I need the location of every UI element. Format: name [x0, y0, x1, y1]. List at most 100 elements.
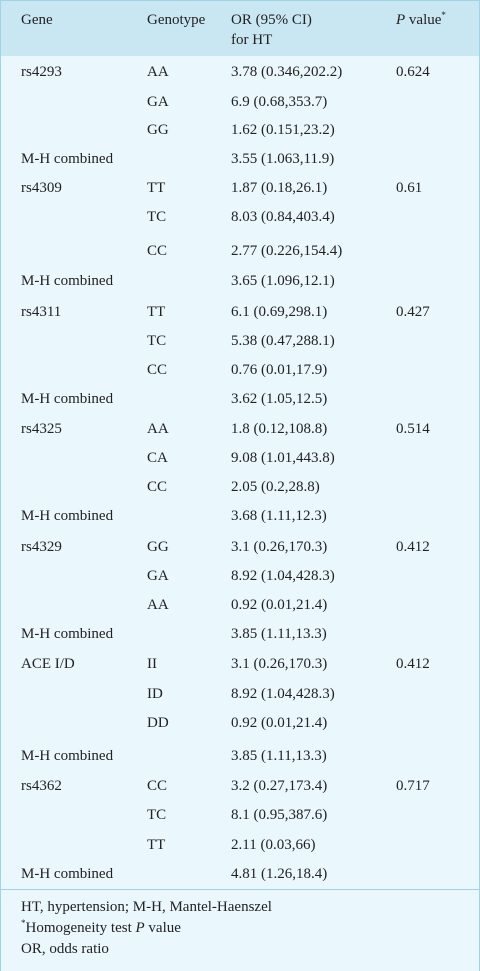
cell-genotype: CC — [147, 243, 168, 259]
table-row: rs4362 CC 3.2 (0.27,173.4) 0.717 — [1, 771, 479, 800]
cell-gene: M-H combined — [21, 866, 114, 882]
table-row: M-H combined 3.85 (1.11,13.3) — [1, 741, 479, 770]
footnote-abbrev: HT, hypertension; M-H, Mantel-Haenszel — [21, 899, 272, 915]
cell-p-value: 0.412 — [396, 539, 430, 555]
footnote-mark: * — [21, 918, 26, 928]
header-genotype: Genotype — [147, 12, 206, 28]
cell-genotype: GG — [147, 539, 169, 555]
table-row: ID 8.92 (1.04,428.3) — [1, 679, 479, 708]
cell-or-ci: 3.2 (0.27,173.4) — [231, 778, 328, 794]
cell-or-ci: 5.38 (0.47,288.1) — [231, 333, 335, 349]
cell-genotype: CC — [147, 362, 168, 378]
cell-p-value: 0.61 — [396, 180, 423, 196]
cell-gene: rs4293 — [21, 64, 62, 80]
table-row: M-H combined 4.81 (1.26,18.4) — [1, 859, 479, 888]
table-row: ACE I/D II 3.1 (0.26,170.3) 0.412 — [1, 649, 479, 678]
cell-genotype: TC — [147, 209, 167, 225]
cell-or-ci: 3.62 (1.05,12.5) — [231, 391, 328, 407]
cell-or-ci: 3.68 (1.11,12.3) — [231, 508, 327, 524]
cell-or-ci: 8.1 (0.95,387.6) — [231, 807, 328, 823]
table-row: rs4329 GG 3.1 (0.26,170.3) 0.412 — [1, 532, 479, 561]
cell-gene: rs4325 — [21, 421, 62, 437]
table-row: GA 6.9 (0.68,353.7) — [1, 87, 479, 116]
cell-or-ci: 3.1 (0.26,170.3) — [231, 656, 328, 672]
table-row: GA 8.92 (1.04,428.3) — [1, 561, 479, 590]
cell-gene: ACE I/D — [21, 656, 75, 672]
table-row: CC 2.05 (0.2,28.8) — [1, 472, 479, 501]
table-row: GG 1.62 (0.151,23.2) — [1, 115, 479, 144]
footnote-homogeneity: *Homogeneity test P value — [21, 918, 181, 938]
cell-or-ci: 8.92 (1.04,428.3) — [231, 686, 335, 702]
cell-or-ci: 0.92 (0.01,21.4) — [231, 597, 328, 613]
table-row: M-H combined 3.62 (1.05,12.5) — [1, 384, 479, 413]
cell-or-ci: 0.92 (0.01,21.4) — [231, 715, 328, 731]
table-row: rs4311 TT 6.1 (0.69,298.1) 0.427 — [1, 297, 479, 326]
cell-or-ci: 3.55 (1.063,11.9) — [231, 151, 335, 167]
cell-p-value: 0.514 — [396, 421, 430, 437]
cell-genotype: TT — [147, 837, 166, 853]
header-p-letter: P — [396, 12, 406, 28]
cell-genotype: TT — [147, 180, 166, 196]
cell-or-ci: 3.1 (0.26,170.3) — [231, 539, 328, 555]
cell-p-value: 0.717 — [396, 778, 430, 794]
table-row: M-H combined 3.65 (1.096,12.1) — [1, 266, 479, 295]
cell-genotype: CC — [147, 778, 168, 794]
cell-gene: M-H combined — [21, 391, 114, 407]
cell-p-value: 0.624 — [396, 64, 430, 80]
cell-or-ci: 4.81 (1.26,18.4) — [231, 866, 328, 882]
footnote-homogeneity-suffix: value — [144, 920, 181, 936]
cell-gene: M-H combined — [21, 626, 114, 642]
table-header: Gene Genotype OR (95% CI) for HT P value… — [1, 1, 479, 56]
cell-or-ci: 6.1 (0.69,298.1) — [231, 304, 328, 320]
table-row: M-H combined 3.68 (1.11,12.3) — [1, 501, 479, 530]
cell-or-ci: 3.65 (1.096,12.1) — [231, 273, 335, 289]
cell-or-ci: 2.11 (0.03,66) — [231, 837, 316, 853]
cell-genotype: GA — [147, 568, 169, 584]
table-row: DD 0.92 (0.01,21.4) — [1, 708, 479, 737]
footnote-p-letter: P — [135, 920, 145, 936]
table-row: CC 2.77 (0.226,154.4) — [1, 236, 479, 265]
cell-genotype: TC — [147, 333, 167, 349]
cell-gene: rs4329 — [21, 539, 62, 555]
cell-gene: M-H combined — [21, 748, 114, 764]
header-p-value: P value* — [396, 10, 446, 30]
table-footnotes: HT, hypertension; M-H, Mantel-Haenszel *… — [1, 889, 479, 971]
cell-genotype: AA — [147, 421, 169, 437]
cell-or-ci: 2.05 (0.2,28.8) — [231, 479, 320, 495]
cell-or-ci: 2.77 (0.226,154.4) — [231, 243, 343, 259]
cell-or-ci: 0.76 (0.01,17.9) — [231, 362, 328, 378]
footnote-or: OR, odds ratio — [21, 941, 109, 957]
table-row: AA 0.92 (0.01,21.4) — [1, 590, 479, 619]
table-row: M-H combined 3.85 (1.11,13.3) — [1, 619, 479, 648]
cell-p-value: 0.427 — [396, 304, 430, 320]
table-row: TT 2.11 (0.03,66) — [1, 830, 479, 859]
cell-genotype: AA — [147, 64, 169, 80]
cell-genotype: CA — [147, 450, 168, 466]
header-p-mark: * — [441, 10, 446, 20]
table-row: CA 9.08 (1.01,443.8) — [1, 443, 479, 472]
footnote-homogeneity-prefix: Homogeneity test — [25, 920, 136, 936]
cell-genotype: GA — [147, 94, 169, 110]
cell-genotype: CC — [147, 479, 168, 495]
cell-genotype: GG — [147, 122, 169, 138]
table-row: TC 5.38 (0.47,288.1) — [1, 326, 479, 355]
header-or-line1: OR (95% CI) — [231, 12, 312, 28]
cell-genotype: TC — [147, 807, 167, 823]
cell-or-ci: 9.08 (1.01,443.8) — [231, 450, 335, 466]
header-gene: Gene — [21, 12, 53, 28]
table-row: TC 8.1 (0.95,387.6) — [1, 800, 479, 829]
cell-or-ci: 1.8 (0.12,108.8) — [231, 421, 328, 437]
table-row: rs4325 AA 1.8 (0.12,108.8) 0.514 — [1, 414, 479, 443]
cell-or-ci: 6.9 (0.68,353.7) — [231, 94, 328, 110]
table-row: rs4309 TT 1.87 (0.18,26.1) 0.61 — [1, 173, 479, 202]
cell-genotype: ID — [147, 686, 163, 702]
cell-or-ci: 3.78 (0.346,202.2) — [231, 64, 343, 80]
table-row: rs4293 AA 3.78 (0.346,202.2) 0.624 — [1, 57, 479, 86]
cell-or-ci: 1.62 (0.151,23.2) — [231, 122, 335, 138]
header-or-line2: for HT — [231, 32, 273, 48]
cell-gene: rs4362 — [21, 778, 62, 794]
table-row: TC 8.03 (0.84,403.4) — [1, 202, 479, 231]
cell-genotype: DD — [147, 715, 169, 731]
cell-or-ci: 1.87 (0.18,26.1) — [231, 180, 328, 196]
